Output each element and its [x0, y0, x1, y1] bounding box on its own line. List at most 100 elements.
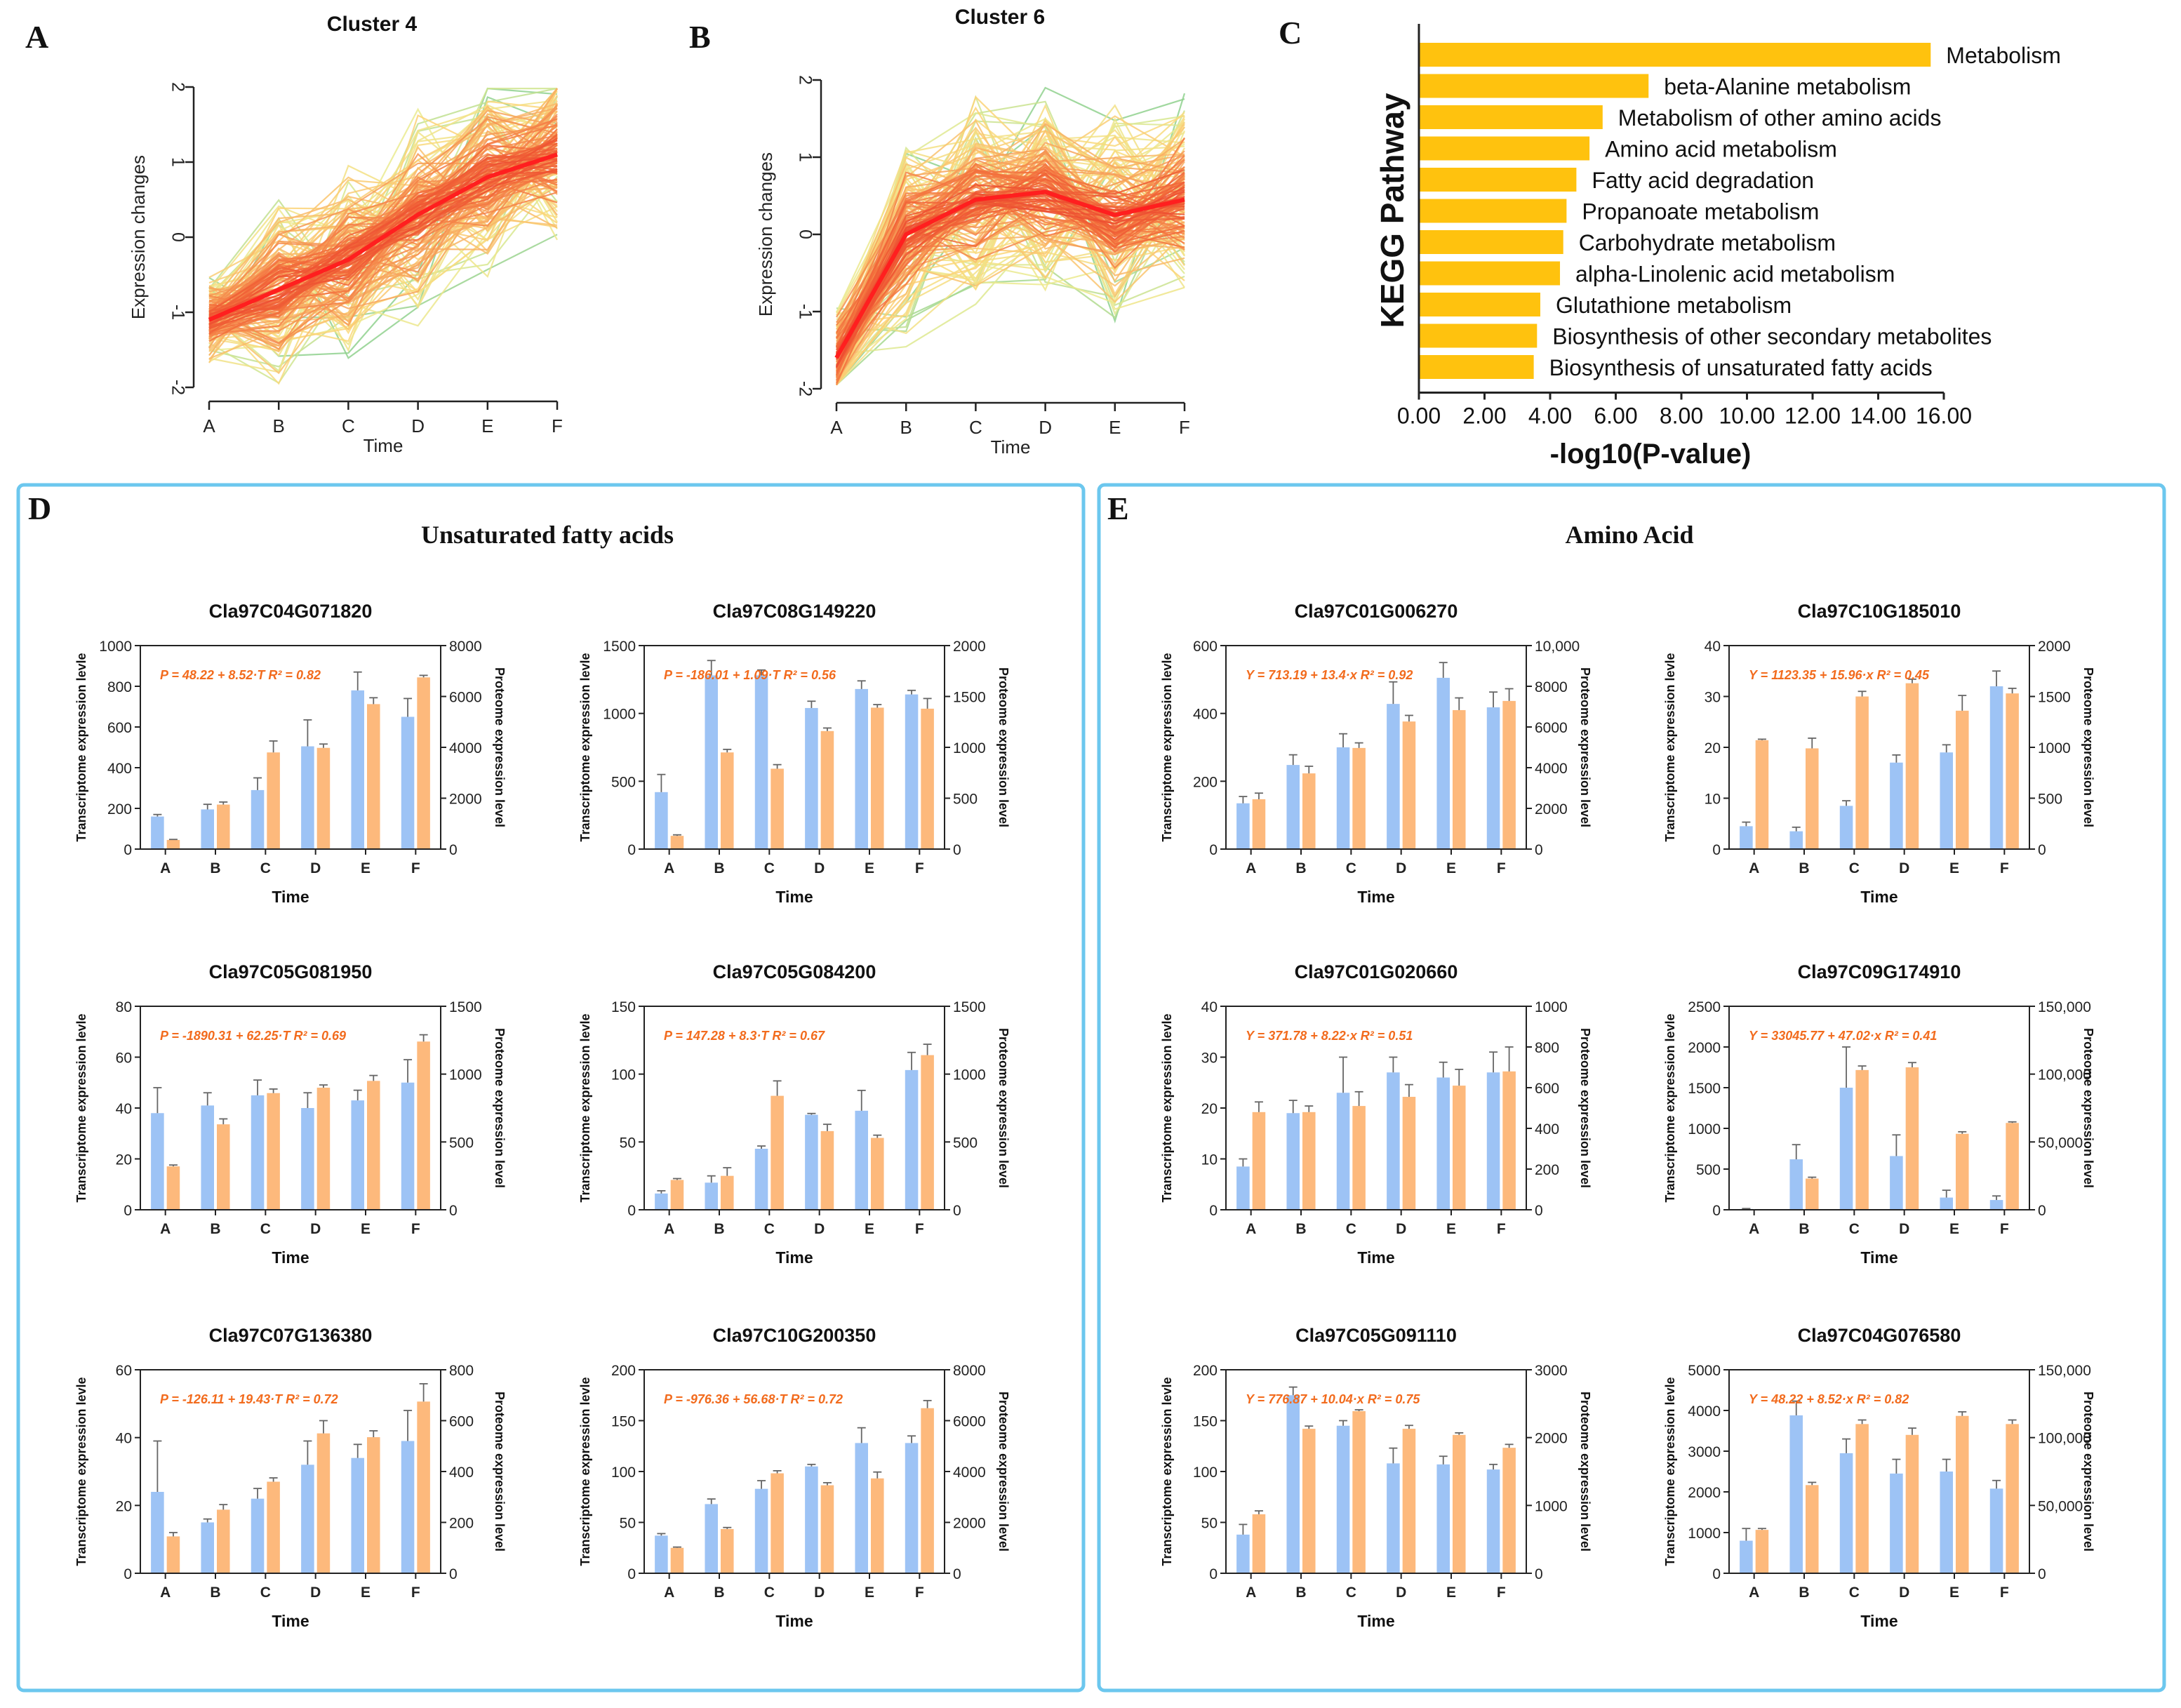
kegg-bar-label: Fatty acid degradation	[1592, 168, 1814, 193]
right-tick-label: 1500	[953, 690, 986, 706]
left-tick-label: 2000	[1688, 1485, 1721, 1501]
right-tick-label: 100,000	[2038, 1431, 2091, 1447]
kegg-bar-label: Biosynthesis of unsaturated fatty acids	[1549, 355, 1933, 380]
left-tick-label: 10	[1201, 1152, 1218, 1168]
bar-chart-cla97c08g149220: Cla97C08G149220 A B C D E F 0 500 1000 1500 0 500 100…	[578, 601, 1011, 906]
right-tick-label: 150,000	[2038, 1363, 2091, 1379]
proteome-bar	[1905, 683, 1919, 849]
left-tick-label: 1000	[1688, 1121, 1721, 1137]
x-axis-title: Time	[1357, 1612, 1394, 1630]
x-tick-label: B	[1799, 1584, 1809, 1601]
bar-chart-title: Cla97C04G071820	[209, 601, 373, 622]
transcriptome-bar	[1486, 1469, 1500, 1573]
proteome-bar	[1905, 1434, 1919, 1573]
x-axis-title: Time	[272, 1612, 309, 1630]
proteome-bar	[1453, 709, 1466, 849]
proteome-bar	[921, 708, 934, 849]
proteome-bar	[670, 1547, 684, 1573]
x-tick-label: D	[310, 860, 321, 876]
left-tick-label: 2000	[1688, 1040, 1721, 1056]
kegg-bar	[1419, 199, 1567, 223]
kegg-x-tick-label: 0.00	[1397, 403, 1441, 429]
cluster-member-line	[836, 144, 1185, 370]
x-tick-label: A	[830, 417, 843, 438]
proteome-bar	[316, 1088, 331, 1210]
bar-chart-title: Cla97C07G136380	[209, 1325, 373, 1346]
proteome-bar	[1402, 1097, 1416, 1210]
right-tick-label: 6000	[449, 690, 482, 706]
kegg-x-tick-label: 4.00	[1528, 403, 1572, 429]
x-tick-label: D	[1396, 1221, 1406, 1237]
right-tick-label: 2000	[2038, 639, 2071, 655]
x-axis-title: Time	[991, 436, 1031, 458]
transcriptome-bar	[1890, 762, 1903, 849]
y-tick-label: 2	[795, 75, 815, 85]
left-tick-label: 500	[611, 774, 636, 790]
bar-chart-cla97c10g185010: Cla97C10G185010 A B C D E F 0 10 20 30 40 0 500 1000 15…	[1663, 601, 2095, 906]
right-axis-title: Proteome expression level	[996, 667, 1011, 827]
left-tick-label: 1000	[99, 639, 132, 655]
kegg-bar	[1419, 230, 1563, 254]
transcriptome-bar	[855, 1443, 868, 1573]
proteome-bar	[1352, 1106, 1366, 1210]
left-tick-label: 1000	[603, 707, 636, 723]
left-tick-label: 60	[116, 1050, 132, 1067]
x-tick-label: A	[664, 860, 674, 876]
group-title-amino-acid: Amino Acid	[1565, 521, 1693, 549]
proteome-bar	[267, 752, 280, 849]
proteome-bar	[417, 1401, 430, 1573]
transcriptome-bar	[351, 1457, 364, 1573]
kegg-x-tick-label: 2.00	[1462, 403, 1506, 429]
x-tick-label: E	[1949, 1221, 1959, 1237]
proteome-bar	[721, 752, 734, 849]
proteome-bar	[1956, 710, 1969, 849]
x-tick-label: F	[1497, 1221, 1506, 1237]
proteome-bar	[1352, 747, 1366, 849]
x-tick-label: E	[865, 1221, 874, 1237]
transcriptome-bar	[1336, 1093, 1350, 1210]
x-axis-title: Time	[1860, 1612, 1897, 1630]
x-tick-label: D	[411, 415, 425, 436]
left-tick-label: 20	[1705, 740, 1721, 756]
x-tick-label: A	[160, 1584, 171, 1601]
left-axis-title: Transcriptome expression levle	[1160, 653, 1174, 841]
proteome-bar	[670, 1180, 684, 1210]
right-tick-label: 1000	[449, 1067, 482, 1083]
right-tick-label: 500	[953, 792, 978, 808]
cluster-center-line	[208, 152, 558, 322]
left-tick-label: 0	[124, 842, 132, 858]
proteome-bar	[1402, 1429, 1416, 1573]
left-axis-title: Transcriptome expression levle	[1160, 1377, 1174, 1566]
transcriptome-bar	[705, 1504, 718, 1573]
kegg-bar-label: Biosynthesis of other secondary metaboli…	[1552, 324, 1992, 349]
x-tick-label: E	[865, 860, 874, 876]
regression-equation: Y = 33045.77 + 47.02·x R² = 0.41	[1749, 1029, 1937, 1043]
left-tick-label: 0	[627, 1203, 636, 1219]
right-tick-label: 50,000	[2038, 1498, 2083, 1514]
proteome-bar	[771, 768, 784, 849]
x-axis-title: Time	[775, 888, 813, 906]
transcriptome-bar	[1940, 1472, 1953, 1573]
x-tick-label: C	[260, 1584, 271, 1601]
bar-chart-title: Cla97C09G174910	[1798, 961, 1961, 982]
proteome-bar	[1855, 696, 1869, 849]
transcriptome-bar	[201, 809, 214, 849]
right-tick-label: 0	[953, 842, 961, 858]
bar-chart-title: Cla97C05G091110	[1295, 1325, 1457, 1346]
left-axis-title: Transcriptome expression levle	[74, 1377, 88, 1566]
transcriptome-bar	[251, 789, 265, 849]
kegg-x-tick-label: 8.00	[1660, 403, 1703, 429]
left-tick-label: 1500	[603, 639, 636, 655]
cluster-member-line	[208, 145, 558, 322]
proteome-bar	[367, 1437, 380, 1573]
y-tick-label: -1	[168, 305, 187, 320]
proteome-bar	[166, 1536, 180, 1573]
right-tick-label: 10,000	[1535, 639, 1580, 655]
transcriptome-bar	[1336, 747, 1350, 849]
transcriptome-bar	[1387, 704, 1400, 849]
transcriptome-bar	[1839, 806, 1853, 849]
right-axis-title: Proteome expression level	[493, 1028, 507, 1188]
x-tick-label: D	[310, 1221, 321, 1237]
right-tick-label: 8000	[1535, 679, 1568, 695]
